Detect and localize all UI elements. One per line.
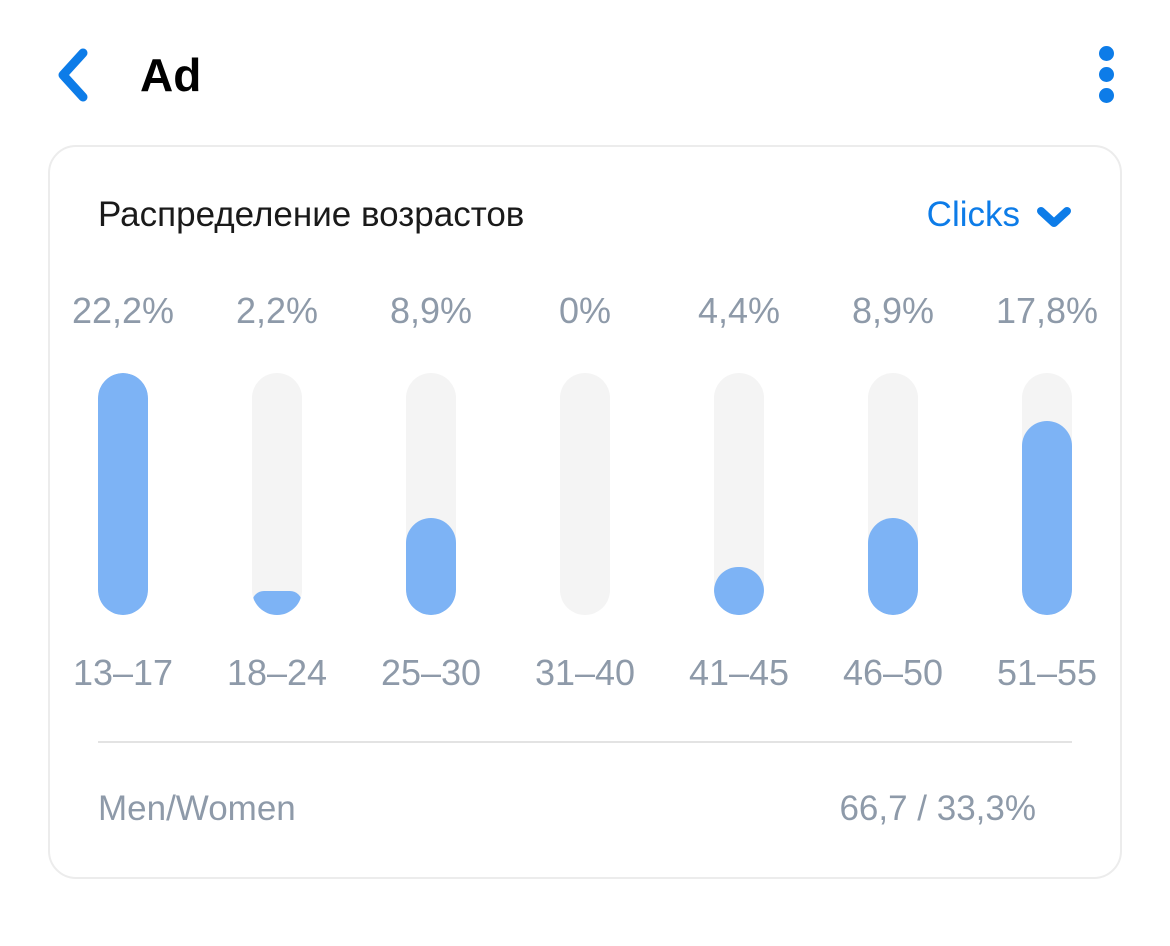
bar-category-label: 51–55 <box>996 652 1098 693</box>
bar-column: 8,9% 46–50 <box>843 289 943 695</box>
bar-column: 0% 31–40 <box>535 289 635 695</box>
bar-category-label: 31–40 <box>534 652 636 693</box>
bar-fill <box>714 567 764 615</box>
bar-fill <box>1022 420 1072 615</box>
bar-track <box>406 373 456 615</box>
bar-track <box>1022 373 1072 615</box>
bar-track <box>560 373 610 615</box>
metric-dropdown[interactable]: Clicks <box>927 195 1072 235</box>
page-title: Ad <box>140 48 202 101</box>
bar-value-label: 4,4% <box>697 290 781 331</box>
kebab-menu-button[interactable] <box>1095 42 1118 107</box>
divider <box>98 741 1072 743</box>
bar-value-label: 2,2% <box>235 290 319 331</box>
bar-fill <box>868 517 918 615</box>
gender-ratio-value: 66,7 / 33,3% <box>839 789 1036 828</box>
bar-category-label: 41–45 <box>688 652 790 693</box>
age-distribution-chart: 22,2% 13–17 2,2% 18–24 8,9% 25–30 0% 31–40 4,4% 4… <box>72 289 1098 695</box>
bar-track <box>714 373 764 615</box>
gender-ratio-row: Men/Women 66,7 / 33,3% <box>98 787 1072 831</box>
bar-column: 4,4% 41–45 <box>689 289 789 695</box>
header: Ad <box>0 0 1170 107</box>
bar-fill <box>406 517 456 615</box>
bar-category-label: 25–30 <box>380 652 482 693</box>
metric-dropdown-label: Clicks <box>926 195 1020 234</box>
bar-track <box>98 373 148 615</box>
bar-column: 8,9% 25–30 <box>381 289 481 695</box>
bar-value-label: 22,2% <box>71 290 175 331</box>
bar-fill <box>98 373 148 615</box>
bar-value-label: 0% <box>558 290 612 331</box>
kebab-menu-icon <box>1099 46 1114 61</box>
bar-category-label: 18–24 <box>226 652 328 693</box>
bar-category-label: 13–17 <box>72 652 174 693</box>
bar-category-label: 46–50 <box>842 652 944 693</box>
bar-track <box>252 373 302 615</box>
age-distribution-card: Распределение возрастов Clicks 22,2% 13–1… <box>48 145 1122 879</box>
back-button[interactable] <box>52 46 92 104</box>
gender-ratio-label: Men/Women <box>98 789 296 828</box>
card-header: Распределение возрастов Clicks <box>98 193 1072 237</box>
chevron-down-icon <box>1036 202 1072 228</box>
bar-track <box>868 373 918 615</box>
card-title: Распределение возрастов <box>98 195 525 234</box>
chevron-left-icon <box>54 46 90 104</box>
bar-fill <box>252 591 302 615</box>
bar-value-label: 8,9% <box>851 290 935 331</box>
bar-value-label: 8,9% <box>389 290 473 331</box>
bar-column: 17,8% 51–55 <box>996 289 1098 695</box>
bar-column: 22,2% 13–17 <box>72 289 174 695</box>
bar-column: 2,2% 18–24 <box>227 289 327 695</box>
bar-value-label: 17,8% <box>995 290 1099 331</box>
